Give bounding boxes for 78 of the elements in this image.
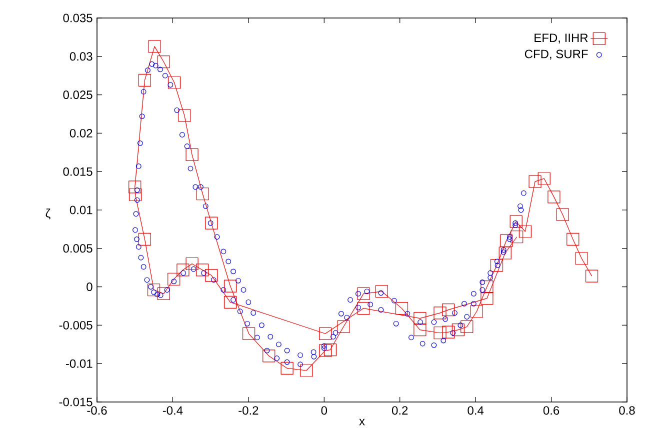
point <box>224 296 237 308</box>
point <box>357 302 370 315</box>
point <box>224 280 237 292</box>
x-tick-label: 0.4 <box>468 406 484 415</box>
x-tick-label: 0.8 <box>619 406 635 415</box>
point <box>157 55 170 68</box>
point <box>470 305 484 318</box>
x-tick-label: -0.2 <box>238 406 258 415</box>
x-tick-label: -0.4 <box>162 406 183 415</box>
point <box>480 292 494 305</box>
y-tick-label: 0.02 <box>70 128 92 138</box>
y-tick-label: 0.01 <box>70 206 92 214</box>
y-tick-label: 0 <box>86 282 92 292</box>
point <box>300 364 313 377</box>
point <box>498 246 512 260</box>
point <box>280 362 294 375</box>
point <box>205 216 218 230</box>
point <box>480 280 494 294</box>
point <box>128 180 142 194</box>
point <box>442 304 455 316</box>
point <box>500 234 513 248</box>
point <box>186 148 198 162</box>
point <box>510 230 524 244</box>
y-tick-label: -0.01 <box>66 359 92 368</box>
point <box>138 232 151 246</box>
point <box>176 264 190 276</box>
point <box>538 172 550 185</box>
point <box>434 326 446 340</box>
legend-label: EFD, IIHR <box>534 34 588 44</box>
point <box>157 287 170 300</box>
point <box>460 320 474 334</box>
x-tick-label: 0.2 <box>392 406 408 415</box>
point <box>196 188 209 200</box>
point <box>414 324 426 336</box>
x-tick-label: 0 <box>321 406 328 415</box>
point <box>434 306 446 320</box>
point <box>414 312 426 325</box>
point <box>337 320 350 334</box>
point <box>395 302 408 315</box>
point <box>138 74 151 87</box>
y-tick-label: -0.015 <box>59 398 92 406</box>
y-tick-label: 0.03 <box>70 52 92 61</box>
point <box>318 327 332 340</box>
point <box>262 350 276 362</box>
y-tick-label: 0.035 <box>63 14 92 22</box>
y-axis-title: ζ <box>46 208 50 220</box>
point <box>148 40 161 53</box>
point <box>128 188 142 201</box>
y-tick-label: 0.005 <box>63 244 92 253</box>
point <box>168 76 181 89</box>
point <box>548 190 560 204</box>
point <box>585 270 598 282</box>
point <box>196 264 209 276</box>
point <box>490 258 504 272</box>
x-axis-title: x <box>359 418 365 426</box>
point <box>205 268 218 282</box>
point <box>375 285 388 298</box>
x-tick-label: 0.6 <box>543 406 560 415</box>
point <box>357 287 370 300</box>
y-tick-label: 0.025 <box>63 90 92 100</box>
point <box>168 272 180 286</box>
y-tick-label: 0.015 <box>63 167 92 176</box>
point <box>556 208 569 221</box>
point <box>566 232 580 246</box>
point <box>510 215 522 228</box>
point <box>186 257 198 270</box>
point <box>324 343 337 356</box>
point <box>242 327 256 340</box>
point <box>575 252 588 265</box>
point <box>452 324 464 336</box>
point <box>147 284 160 296</box>
point <box>528 175 542 188</box>
point <box>442 326 455 338</box>
point <box>318 344 332 357</box>
x-tick-label: -0.6 <box>87 406 107 415</box>
legend-label: CFD, SURF <box>524 50 588 60</box>
point <box>178 109 191 122</box>
y-tick-label: -0.005 <box>59 320 92 330</box>
